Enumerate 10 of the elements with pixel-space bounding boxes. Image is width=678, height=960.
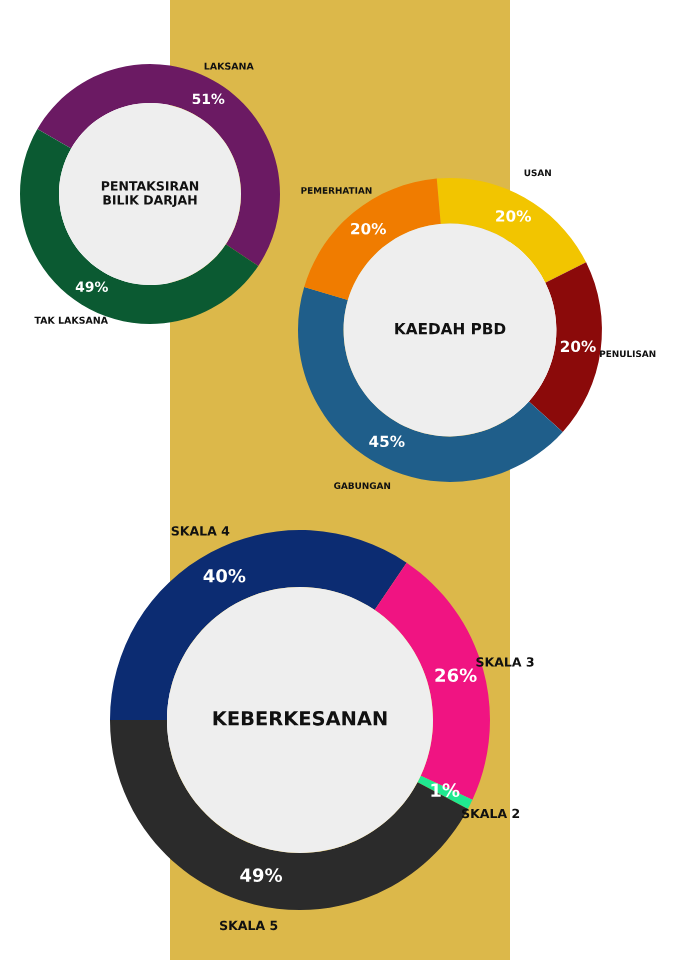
data-label: 49% bbox=[240, 868, 283, 882]
text: KEBERKESANAN bbox=[213, 710, 387, 726]
data-label: 26% bbox=[435, 668, 477, 683]
donut-slice bbox=[528, 262, 602, 432]
donut-slice bbox=[20, 129, 259, 324]
donut-slice bbox=[436, 178, 587, 283]
data-label: 40% bbox=[203, 568, 246, 583]
donut-slice bbox=[298, 287, 563, 482]
donut-slice bbox=[304, 178, 441, 300]
donut-slice bbox=[37, 64, 280, 266]
